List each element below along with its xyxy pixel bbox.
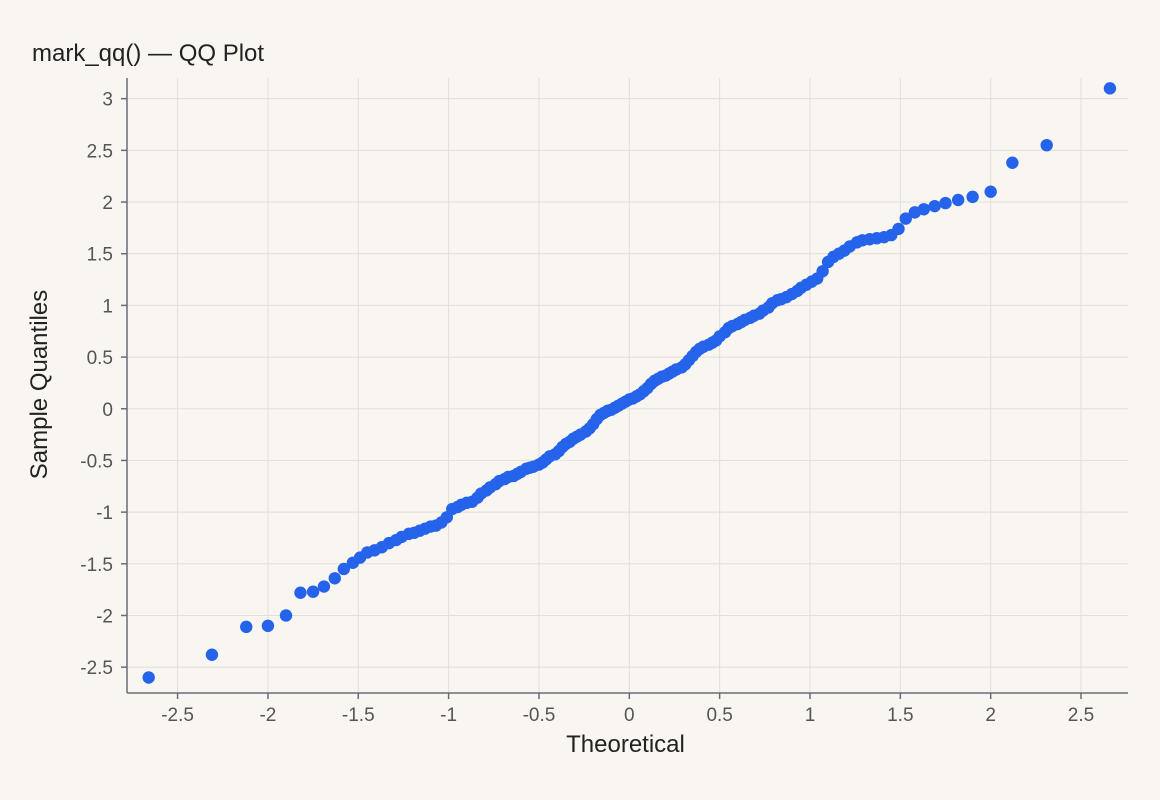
y-tick-label: 2.5 — [87, 141, 113, 162]
data-point — [899, 212, 912, 225]
y-axis-label: Sample Quantiles — [26, 290, 53, 479]
data-point — [892, 222, 905, 236]
y-tick-label: 1.5 — [87, 245, 113, 266]
x-tick-label: 0.5 — [706, 705, 732, 726]
data-point — [1103, 82, 1117, 95]
x-axis-label: Theoretical — [566, 731, 685, 758]
data-point — [939, 196, 952, 210]
y-tick-label: 0.5 — [87, 348, 113, 369]
y-tick-label: -1.5 — [80, 555, 113, 576]
data-point — [1006, 156, 1019, 169]
x-tick-label: -0.5 — [523, 705, 556, 726]
y-tick-label: -1 — [96, 503, 113, 524]
data-point — [279, 609, 293, 622]
x-tick-label: 1 — [805, 705, 816, 726]
y-tick-label: -2.5 — [80, 658, 113, 679]
y-tick-label: 1 — [102, 296, 113, 317]
x-tick-label: -1.5 — [342, 705, 375, 726]
data-point — [984, 185, 997, 198]
y-tick-label: -0.5 — [80, 451, 113, 472]
y-tick-label: -2 — [96, 606, 113, 627]
data-point — [928, 199, 941, 213]
x-tick-label: -1 — [440, 705, 457, 726]
data-point — [240, 620, 253, 634]
data-point — [294, 586, 307, 599]
x-tick-label: 0 — [624, 705, 635, 726]
data-point — [328, 572, 341, 585]
data-point — [1040, 138, 1053, 152]
data-point — [917, 203, 931, 216]
x-tick-label: 1.5 — [887, 705, 913, 726]
chart-title: mark_qq() — QQ Plot — [32, 40, 265, 67]
data-point — [816, 265, 829, 278]
x-tick-label: -2.5 — [161, 705, 194, 726]
y-tick-label: 0 — [102, 400, 113, 421]
data-point — [966, 190, 979, 204]
data-point — [337, 562, 351, 576]
data-point — [951, 193, 965, 207]
y-tick-label: 2 — [102, 193, 113, 214]
data-point — [317, 580, 331, 593]
x-tick-label: 2 — [985, 705, 996, 726]
data-point — [142, 671, 155, 684]
data-point — [205, 648, 219, 661]
data-point — [261, 619, 275, 633]
x-tick-label: 2.5 — [1068, 705, 1094, 726]
data-point — [306, 585, 320, 598]
x-tick-label: -2 — [259, 705, 276, 726]
y-tick-label: 3 — [102, 90, 113, 111]
